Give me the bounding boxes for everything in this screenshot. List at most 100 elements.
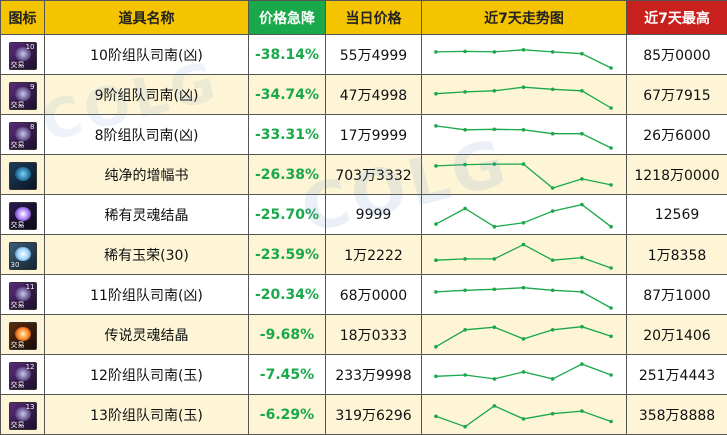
- price-drop-value: -33.31%: [249, 115, 326, 155]
- compass-icon: 13 交易: [9, 402, 37, 430]
- item-name: 稀有玉荣(30): [45, 235, 249, 275]
- trend-point: [493, 224, 497, 228]
- trend-point: [463, 373, 467, 377]
- item-icon-cell: 交易: [1, 195, 45, 235]
- trend-point: [493, 257, 497, 261]
- trend-point: [551, 186, 555, 190]
- table-row[interactable]: 交易稀有灵魂结晶-25.70%9999 12569: [1, 195, 727, 235]
- trend-point: [551, 377, 555, 381]
- price-drop-value: -20.34%: [249, 275, 326, 315]
- trend-point: [551, 258, 555, 262]
- trend-point: [580, 202, 584, 206]
- trend-chart-cell: [422, 395, 627, 435]
- trend-line: [436, 164, 611, 188]
- trend-point: [609, 106, 613, 110]
- price-drop-value: -7.45%: [249, 355, 326, 395]
- trend-point: [609, 66, 613, 70]
- trend-point: [551, 288, 555, 292]
- price-drop-value: -9.68%: [249, 315, 326, 355]
- item-name: 稀有灵魂结晶: [45, 195, 249, 235]
- icon-level-label: 13: [26, 403, 35, 411]
- trend-sparkline: [422, 76, 626, 114]
- trend-sparkline: [422, 236, 626, 274]
- trend-point: [434, 50, 438, 54]
- header-price-drop[interactable]: 价格急降: [249, 1, 326, 35]
- trend-point: [463, 90, 467, 94]
- price-drop-value: -34.74%: [249, 75, 326, 115]
- trend-sparkline: [422, 316, 626, 354]
- soul-crystal-icon: 交易: [9, 202, 37, 230]
- trend-point: [522, 370, 526, 374]
- trend-point: [522, 337, 526, 341]
- item-name: 12阶组队司南(玉): [45, 355, 249, 395]
- trend-chart-cell: [422, 275, 627, 315]
- trend-point: [522, 128, 526, 132]
- price-drop-value: -25.70%: [249, 195, 326, 235]
- trend-point: [463, 257, 467, 261]
- item-icon-cell: 交易: [1, 315, 45, 355]
- trend-point: [551, 328, 555, 332]
- trend-point: [463, 206, 467, 210]
- trend-point: [580, 362, 584, 366]
- trend-line: [436, 49, 611, 67]
- enhance-book-icon: [9, 162, 37, 190]
- item-name: 10阶组队司南(凶): [45, 35, 249, 75]
- today-price-value: 703万3332: [326, 155, 422, 195]
- icon-level-label: 9: [30, 83, 34, 91]
- price-drop-value: -6.29%: [249, 395, 326, 435]
- today-price-value: 1万2222: [326, 235, 422, 275]
- header-7day-max: 近7天最高: [627, 1, 727, 35]
- legend-soul-icon: 交易: [9, 322, 37, 350]
- header-icon: 图标: [1, 1, 45, 35]
- item-name: 传说灵魂结晶: [45, 315, 249, 355]
- trend-point: [551, 87, 555, 91]
- trend-point: [580, 131, 584, 135]
- today-price-value: 55万4999: [326, 35, 422, 75]
- trend-sparkline: [422, 196, 626, 234]
- max-price-value: 87万1000: [627, 275, 727, 315]
- price-drop-value: -23.59%: [249, 235, 326, 275]
- max-price-value: 1218万0000: [627, 155, 727, 195]
- jade-rose-icon: 30: [9, 242, 37, 270]
- today-price-value: 68万0000: [326, 275, 422, 315]
- trend-point: [551, 411, 555, 415]
- trend-point: [434, 124, 438, 128]
- trend-line: [436, 287, 611, 307]
- trend-point: [493, 404, 497, 408]
- icon-level-label: 10: [26, 43, 35, 51]
- max-price-value: 12569: [627, 195, 727, 235]
- trend-chart-cell: [422, 315, 627, 355]
- trend-point: [580, 290, 584, 294]
- trend-chart-cell: [422, 35, 627, 75]
- trend-point: [493, 287, 497, 291]
- today-price-value: 9999: [326, 195, 422, 235]
- item-name: 13阶组队司南(玉): [45, 395, 249, 435]
- trend-point: [580, 89, 584, 93]
- item-name: 纯净的增幅书: [45, 155, 249, 195]
- trend-point: [551, 131, 555, 135]
- icon-tag-label: 交易: [11, 421, 25, 429]
- max-price-value: 67万7915: [627, 75, 727, 115]
- trend-point: [609, 266, 613, 270]
- header-item-name: 道具名称: [45, 1, 249, 35]
- today-price-value: 319万6296: [326, 395, 422, 435]
- trend-point: [609, 419, 613, 423]
- trend-point: [522, 417, 526, 421]
- item-icon-cell: 13 交易: [1, 395, 45, 435]
- trend-point: [522, 85, 526, 89]
